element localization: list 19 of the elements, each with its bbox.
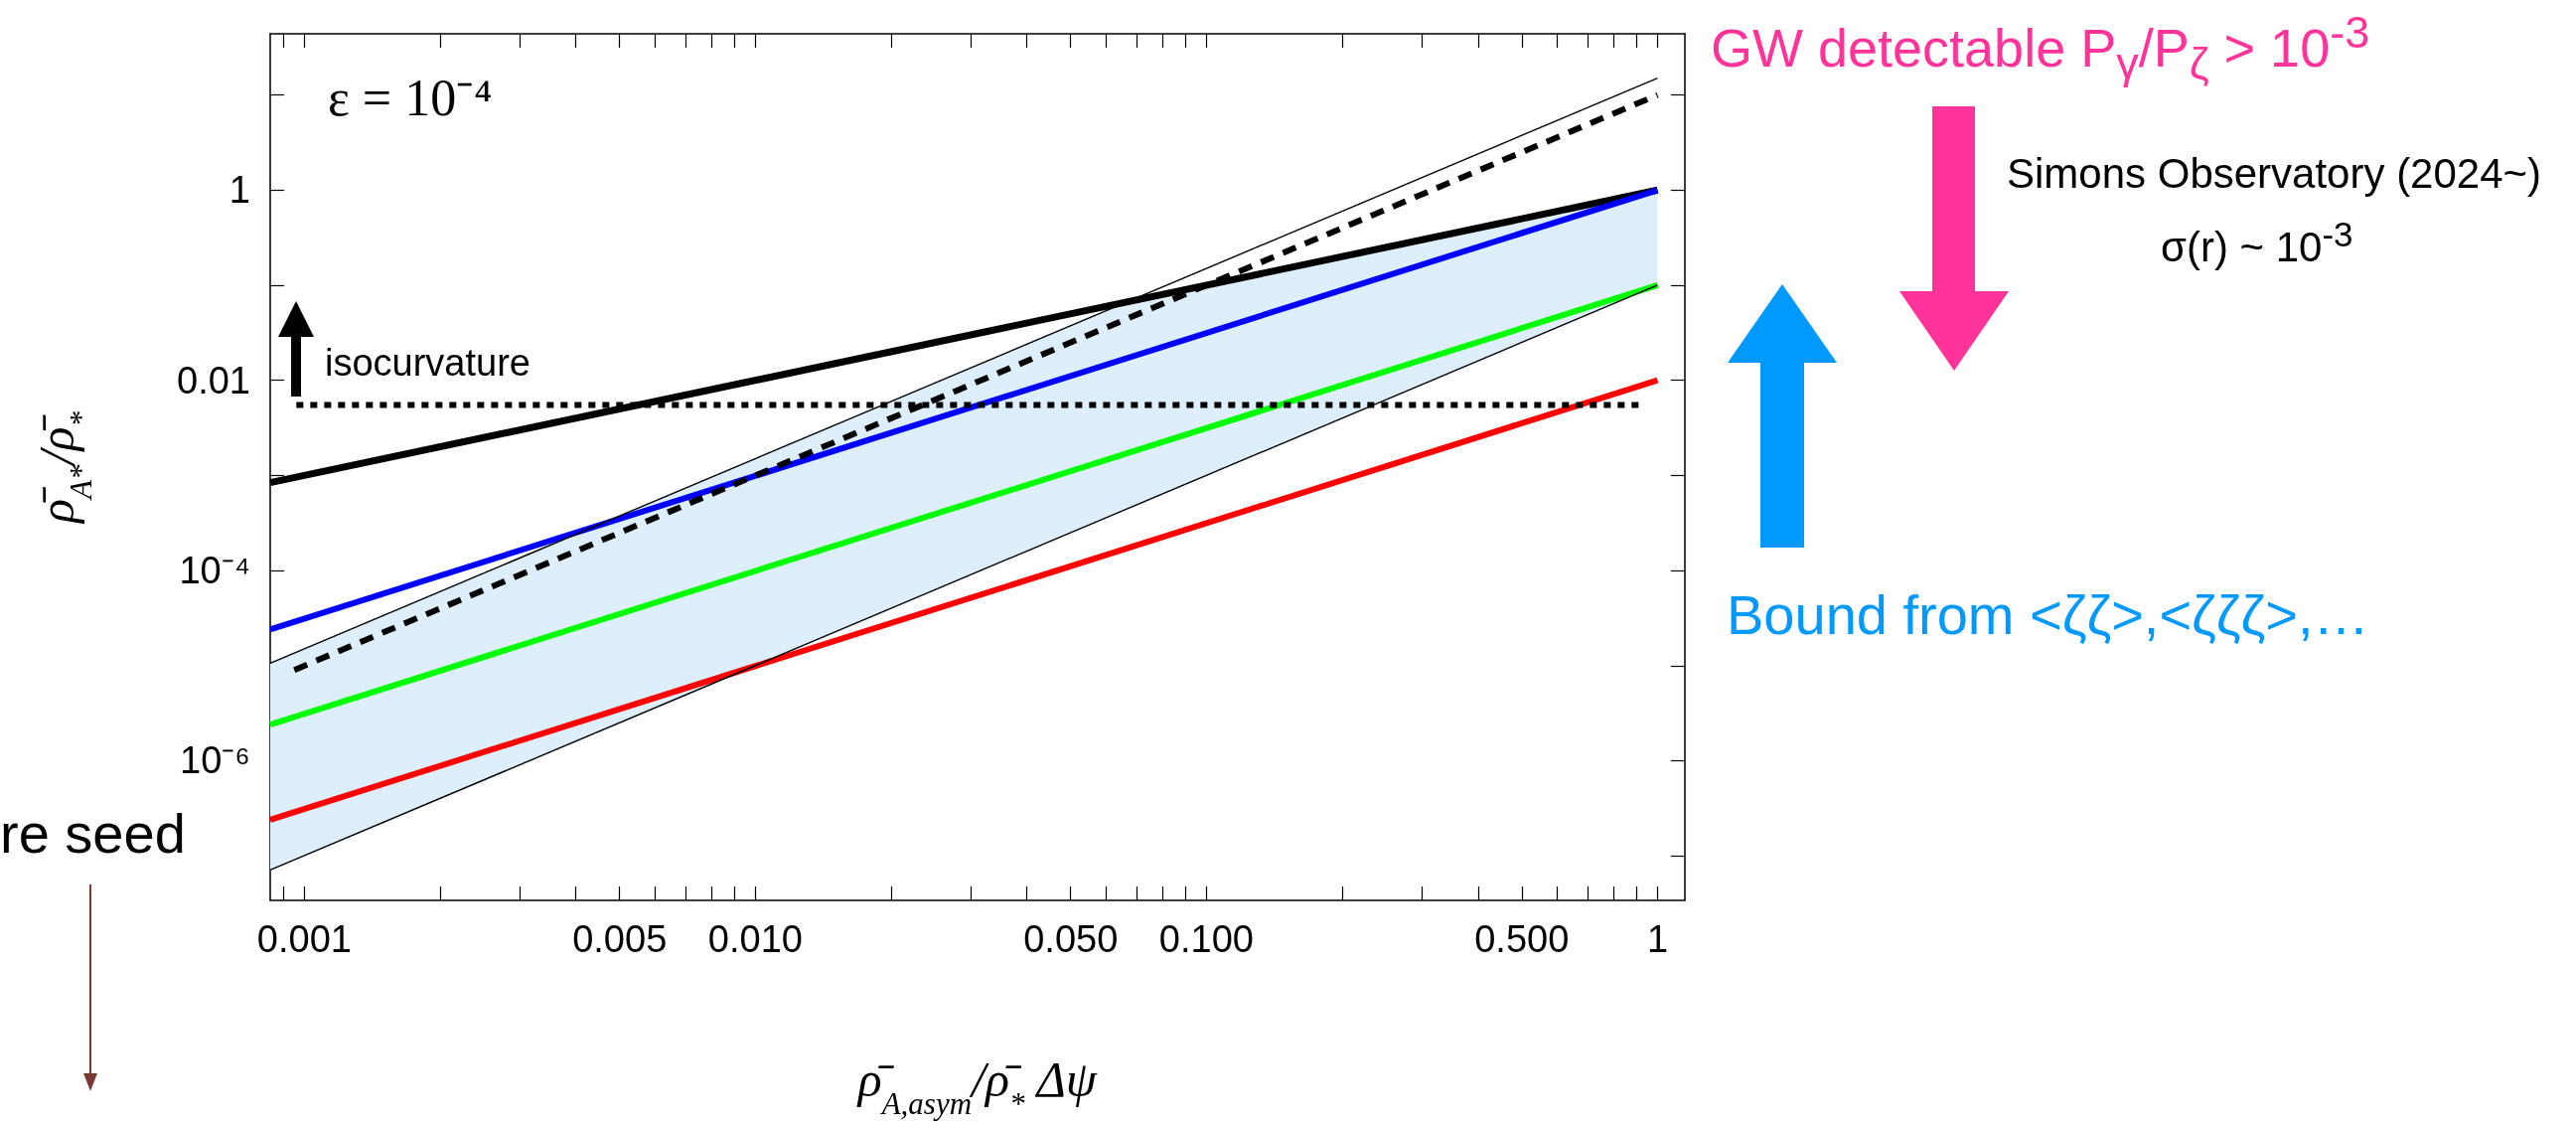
text: σ(r) ~ 10$^{-3}$: [2161, 214, 2353, 272]
text: Simons Observatory (2024~): [2007, 149, 2542, 199]
text: re seed: [0, 801, 186, 867]
x-tick-label: 0.100: [1158, 918, 1254, 960]
text: Bound from <ζζ>,<ζζζ>,…: [1727, 582, 2369, 648]
annotation: ε = 10⁻⁴: [328, 69, 493, 126]
annotation: isocurvature: [325, 341, 530, 386]
y-tick-label: 10⁻⁶: [180, 739, 250, 782]
x-tick-label: 0.005: [572, 918, 668, 960]
y-tick-label: 10⁻⁴: [179, 550, 250, 592]
x-tick-label: 0.001: [256, 918, 352, 960]
x-tick-label: 0.500: [1474, 918, 1570, 960]
y-tick-label: 0.01: [177, 359, 250, 401]
text: GW detectable P$_{γ}$/P$_{ζ}$ > 10$^{-3}$: [1711, 6, 2370, 90]
y-axis-title: ρ̄A*/ρ̄*: [29, 410, 98, 525]
x-tick-label: 0.050: [1023, 918, 1119, 960]
x-tick-label: 1: [1646, 918, 1669, 960]
x-tick-label: 0.010: [707, 918, 803, 960]
y-tick-label: 1: [228, 169, 250, 212]
